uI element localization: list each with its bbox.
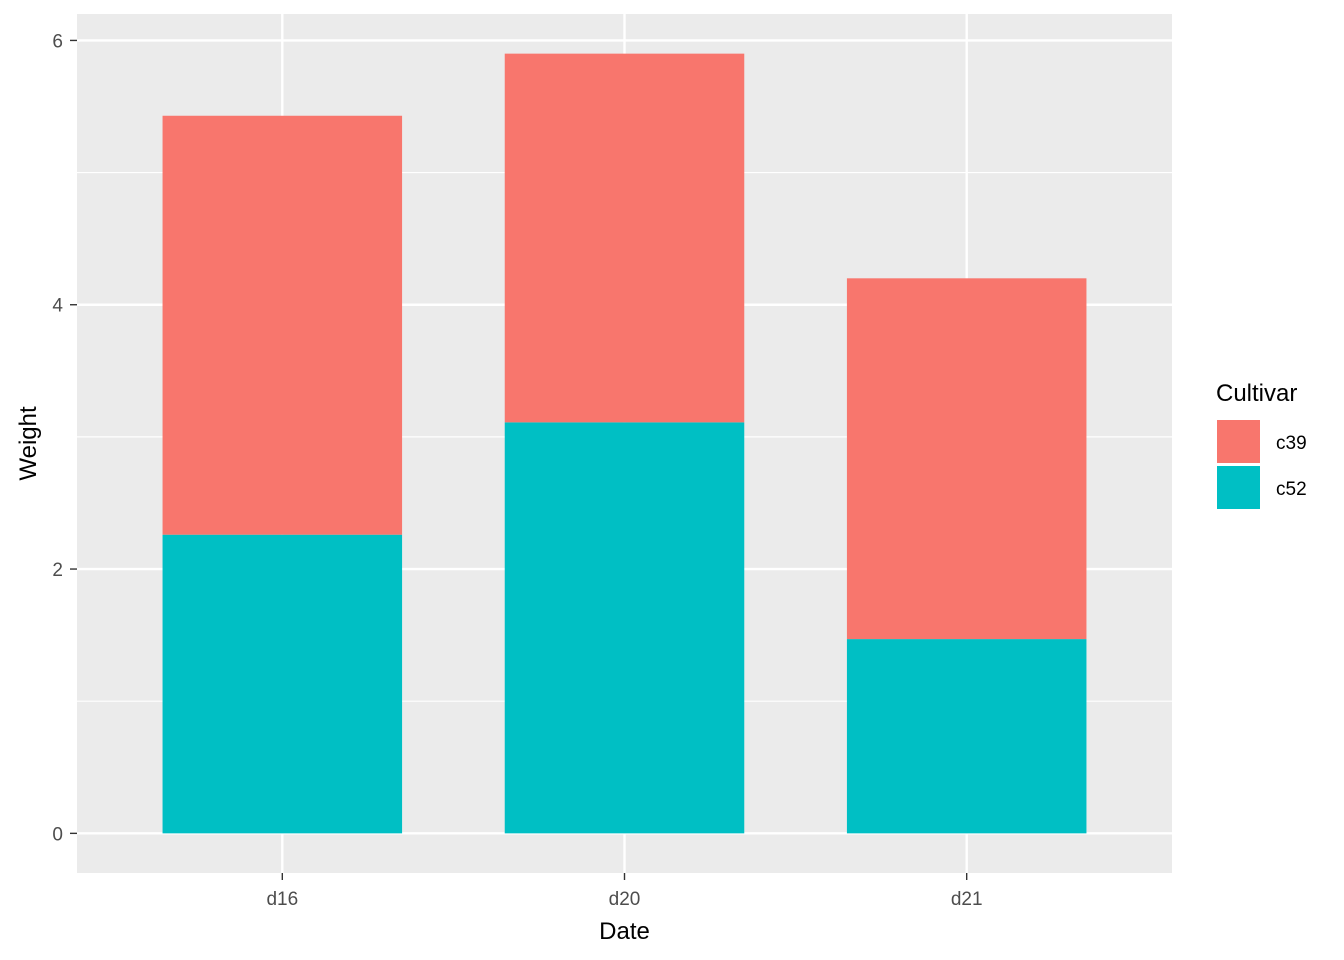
legend-label-c39: c39 bbox=[1276, 433, 1307, 454]
legend: Cultivar c39 c52 bbox=[1216, 380, 1307, 509]
bar-d20-c52 bbox=[504, 422, 745, 834]
legend-key-c52 bbox=[1217, 466, 1260, 509]
x-axis: d16 d20 d21 bbox=[266, 873, 983, 910]
y-tick-label: 6 bbox=[52, 31, 63, 52]
x-tick-label: d21 bbox=[951, 889, 983, 910]
y-axis: 0 2 4 6 bbox=[52, 31, 77, 845]
bar-d16-c39 bbox=[162, 115, 403, 535]
x-tick-label: d16 bbox=[266, 889, 298, 910]
bar-d21-c52 bbox=[846, 639, 1087, 834]
x-tick-label: d20 bbox=[609, 889, 641, 910]
legend-title: Cultivar bbox=[1216, 380, 1297, 407]
legend-key-c39 bbox=[1217, 420, 1260, 463]
y-tick-label: 0 bbox=[52, 824, 63, 845]
bar-d16-c52 bbox=[162, 534, 403, 834]
y-axis-title: Weight bbox=[15, 406, 42, 481]
bars bbox=[162, 53, 1087, 834]
y-tick-label: 2 bbox=[52, 560, 63, 581]
x-axis-title: Date bbox=[599, 918, 650, 945]
bar-d21-c39 bbox=[846, 278, 1087, 640]
y-tick-label: 4 bbox=[52, 296, 63, 317]
bar-d20-c39 bbox=[504, 53, 745, 423]
legend-label-c52: c52 bbox=[1276, 479, 1307, 500]
